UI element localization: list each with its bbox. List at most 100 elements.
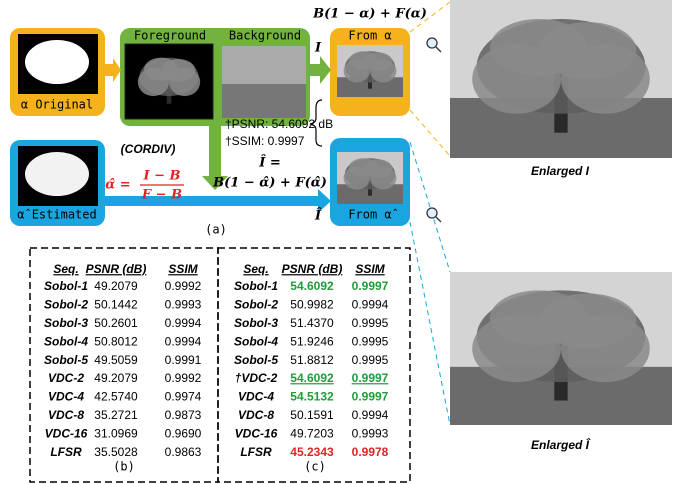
table-cell: 0.9995 xyxy=(352,316,389,330)
metric: †SSIM: 0.9997 xyxy=(225,134,305,148)
table-cell: 0.9994 xyxy=(352,298,389,312)
zoom-line xyxy=(410,110,450,156)
table-cell: 31.0969 xyxy=(94,426,138,440)
table-cell: 0.9993 xyxy=(352,426,389,440)
symbol: I xyxy=(314,41,322,56)
table-cell: 0.9974 xyxy=(165,390,202,404)
foliage xyxy=(539,293,637,348)
row-label: VDC-4 xyxy=(48,390,84,404)
row-label: Sobol-2 xyxy=(44,298,88,312)
table-cell: 50.8012 xyxy=(94,334,138,348)
row-label: Sobol-4 xyxy=(234,334,278,348)
formula: B(1 − α̂) + F(α̂) xyxy=(212,176,327,191)
zoom-line xyxy=(410,222,450,425)
caption: (a) xyxy=(205,223,227,237)
row-label: LFSR xyxy=(240,445,272,459)
foliage xyxy=(539,22,637,79)
foliage xyxy=(363,52,392,71)
foliage xyxy=(161,59,195,82)
table-cell: 54.6092 xyxy=(290,279,334,293)
table-cell: 35.5028 xyxy=(94,445,138,459)
table-cell: 0.9992 xyxy=(165,371,202,385)
table-cell: 50.1442 xyxy=(94,298,138,312)
table-cell: 0.9863 xyxy=(165,445,202,459)
mask-shape xyxy=(25,152,89,196)
table-cell: 51.9246 xyxy=(290,334,334,348)
row-label: Sobol-5 xyxy=(234,353,278,367)
label: From α̂ xyxy=(348,208,397,222)
symbol: Î xyxy=(314,208,322,224)
table-cell: 51.4370 xyxy=(290,316,334,330)
formula: α̂ = xyxy=(105,178,130,193)
table-cell: 0.9873 xyxy=(165,408,202,422)
caption: (c) xyxy=(304,460,326,474)
row-label: †VDC-2 xyxy=(235,371,278,385)
magnifier-icon xyxy=(427,38,441,52)
caption: (b) xyxy=(113,460,135,474)
table-cell: 54.5132 xyxy=(290,390,334,404)
row-label: Sobol-3 xyxy=(234,316,278,330)
table-cell: 54.6092 xyxy=(290,371,334,385)
table-cell: 0.9995 xyxy=(352,334,389,348)
table-cell: 49.2079 xyxy=(94,371,138,385)
table-cell: 0.9993 xyxy=(165,298,202,312)
caption: Enlarged Î xyxy=(531,437,591,452)
row-label: VDC-4 xyxy=(238,390,274,404)
row-label: Sobol-2 xyxy=(234,298,278,312)
row-label: Sobol-1 xyxy=(44,279,88,293)
table-cell: 50.2601 xyxy=(94,316,138,330)
label: (CORDIV) xyxy=(121,142,176,156)
table-cell: 0.9997 xyxy=(352,279,389,293)
row-label: VDC-2 xyxy=(48,371,84,385)
formula: I − B xyxy=(142,169,180,184)
table-cell: 0.9997 xyxy=(352,390,389,404)
row-label: Sobol-3 xyxy=(44,316,88,330)
column-header: Seq. xyxy=(53,262,78,276)
table-cell: 0.9994 xyxy=(165,334,202,348)
label: Background xyxy=(229,29,301,43)
table-cell: 50.9982 xyxy=(290,298,334,312)
label: Foreground xyxy=(134,29,206,43)
caption: Enlarged I xyxy=(531,164,590,178)
row-label: Sobol-4 xyxy=(44,334,88,348)
row-label: Sobol-5 xyxy=(44,353,88,367)
label: α Original xyxy=(21,98,93,112)
arrow xyxy=(105,58,121,82)
row-label: LFSR xyxy=(50,445,82,459)
table-cell: 49.5059 xyxy=(94,353,138,367)
foliage xyxy=(363,159,392,178)
row-label: VDC-8 xyxy=(238,408,274,422)
table-cell: 45.2343 xyxy=(290,445,334,459)
table-cell: 0.9991 xyxy=(165,353,202,367)
table-cell: 49.2079 xyxy=(94,279,138,293)
column-header: PSNR (dB) xyxy=(86,262,147,276)
metric: †PSNR: 54.6092 dB xyxy=(225,117,333,131)
formula: F − B xyxy=(141,188,182,203)
column-header: PSNR (dB) xyxy=(282,262,343,276)
table-cell: 35.2721 xyxy=(94,408,138,422)
label: α̂ Estimated xyxy=(17,208,96,222)
table-cell: 0.9994 xyxy=(352,408,389,422)
mask-shape xyxy=(25,40,89,84)
table-cell: 51.8812 xyxy=(290,353,334,367)
row-label: VDC-8 xyxy=(48,408,84,422)
sky xyxy=(222,46,306,84)
table-cell: 50.1591 xyxy=(290,408,334,422)
table-cell: 49.7203 xyxy=(290,426,334,440)
row-label: VDC-16 xyxy=(45,426,88,440)
row-label: Sobol-1 xyxy=(234,279,278,293)
arrow xyxy=(105,189,331,213)
table-cell: 42.5740 xyxy=(94,390,138,404)
table-cell: 0.9992 xyxy=(165,279,202,293)
table-cell: 0.9690 xyxy=(165,426,202,440)
row-label: VDC-16 xyxy=(235,426,278,440)
column-header: SSIM xyxy=(355,262,385,276)
column-header: SSIM xyxy=(168,262,198,276)
formula: Î = xyxy=(258,155,281,171)
table-cell: 0.9978 xyxy=(352,445,389,459)
table-cell: 0.9994 xyxy=(165,316,202,330)
label: From α xyxy=(348,29,391,43)
arrow xyxy=(310,56,331,84)
figure: α Original α̂ Estimated Foreground Backg… xyxy=(0,0,679,484)
formula: B(1 − α) + F(α) xyxy=(312,7,427,22)
